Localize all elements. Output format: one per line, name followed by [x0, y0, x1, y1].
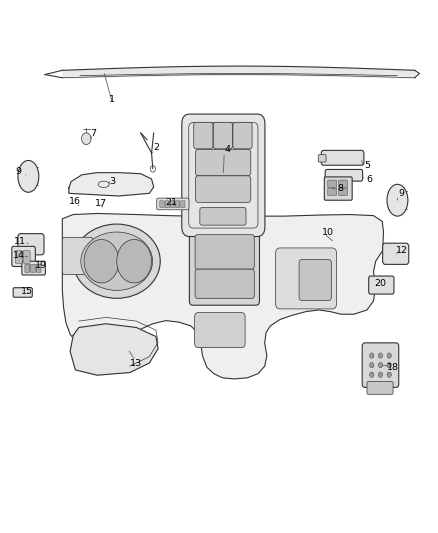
- Ellipse shape: [378, 372, 383, 377]
- Text: 18: 18: [387, 363, 399, 372]
- Text: 17: 17: [95, 199, 106, 208]
- FancyBboxPatch shape: [25, 264, 30, 272]
- Text: 3: 3: [110, 177, 116, 186]
- FancyBboxPatch shape: [189, 215, 259, 305]
- FancyBboxPatch shape: [233, 122, 252, 149]
- Ellipse shape: [117, 239, 152, 283]
- FancyBboxPatch shape: [194, 122, 213, 149]
- Ellipse shape: [81, 232, 152, 290]
- FancyBboxPatch shape: [182, 114, 265, 237]
- Text: 20: 20: [374, 279, 386, 288]
- Ellipse shape: [370, 353, 374, 358]
- FancyBboxPatch shape: [325, 169, 363, 181]
- FancyBboxPatch shape: [23, 251, 30, 263]
- Text: 9: 9: [399, 189, 405, 198]
- FancyBboxPatch shape: [181, 201, 185, 208]
- FancyBboxPatch shape: [15, 251, 22, 263]
- FancyBboxPatch shape: [160, 201, 164, 208]
- Ellipse shape: [81, 133, 91, 144]
- FancyBboxPatch shape: [200, 208, 246, 225]
- FancyBboxPatch shape: [165, 201, 170, 208]
- Ellipse shape: [387, 184, 408, 216]
- FancyBboxPatch shape: [195, 235, 254, 269]
- Text: 14: 14: [13, 252, 25, 261]
- FancyBboxPatch shape: [12, 246, 35, 266]
- Text: 10: 10: [322, 228, 334, 237]
- Polygon shape: [70, 324, 158, 375]
- FancyBboxPatch shape: [31, 264, 35, 272]
- Ellipse shape: [387, 362, 391, 368]
- FancyBboxPatch shape: [324, 177, 352, 200]
- FancyBboxPatch shape: [339, 180, 347, 188]
- FancyBboxPatch shape: [328, 180, 336, 188]
- Text: 15: 15: [21, 287, 33, 296]
- Text: 13: 13: [130, 359, 142, 367]
- FancyBboxPatch shape: [276, 248, 336, 309]
- Text: 6: 6: [366, 174, 372, 183]
- Ellipse shape: [378, 353, 383, 358]
- Polygon shape: [69, 173, 154, 196]
- Polygon shape: [62, 214, 384, 379]
- Text: 19: 19: [35, 261, 46, 270]
- Text: 2: 2: [153, 143, 159, 152]
- Ellipse shape: [378, 362, 383, 368]
- Text: 11: 11: [14, 237, 26, 246]
- FancyBboxPatch shape: [195, 176, 251, 203]
- Ellipse shape: [370, 372, 374, 377]
- FancyBboxPatch shape: [328, 188, 336, 196]
- Text: 9: 9: [16, 166, 22, 175]
- FancyBboxPatch shape: [195, 149, 251, 176]
- FancyBboxPatch shape: [22, 261, 46, 275]
- Text: 5: 5: [364, 161, 370, 170]
- FancyBboxPatch shape: [176, 201, 180, 208]
- Ellipse shape: [84, 239, 119, 283]
- FancyBboxPatch shape: [13, 288, 32, 297]
- Text: 1: 1: [110, 95, 115, 104]
- Ellipse shape: [370, 362, 374, 368]
- FancyBboxPatch shape: [318, 155, 326, 162]
- FancyBboxPatch shape: [62, 237, 93, 274]
- Ellipse shape: [73, 224, 160, 298]
- FancyBboxPatch shape: [339, 188, 347, 196]
- Ellipse shape: [387, 353, 391, 358]
- Text: 8: 8: [338, 183, 344, 192]
- Ellipse shape: [18, 160, 39, 192]
- FancyBboxPatch shape: [18, 233, 44, 255]
- FancyBboxPatch shape: [321, 150, 364, 165]
- Text: 12: 12: [396, 246, 408, 255]
- Text: 7: 7: [90, 130, 96, 139]
- FancyBboxPatch shape: [369, 276, 394, 294]
- FancyBboxPatch shape: [170, 201, 175, 208]
- FancyBboxPatch shape: [157, 198, 189, 210]
- FancyBboxPatch shape: [367, 382, 393, 394]
- Text: 16: 16: [69, 197, 81, 206]
- Text: 4: 4: [225, 146, 231, 155]
- Ellipse shape: [387, 372, 391, 377]
- FancyBboxPatch shape: [213, 122, 233, 149]
- FancyBboxPatch shape: [383, 243, 409, 264]
- FancyBboxPatch shape: [194, 313, 245, 348]
- FancyBboxPatch shape: [299, 260, 331, 301]
- FancyBboxPatch shape: [36, 264, 41, 272]
- FancyBboxPatch shape: [362, 343, 399, 387]
- FancyBboxPatch shape: [195, 269, 254, 298]
- Text: 21: 21: [165, 198, 177, 207]
